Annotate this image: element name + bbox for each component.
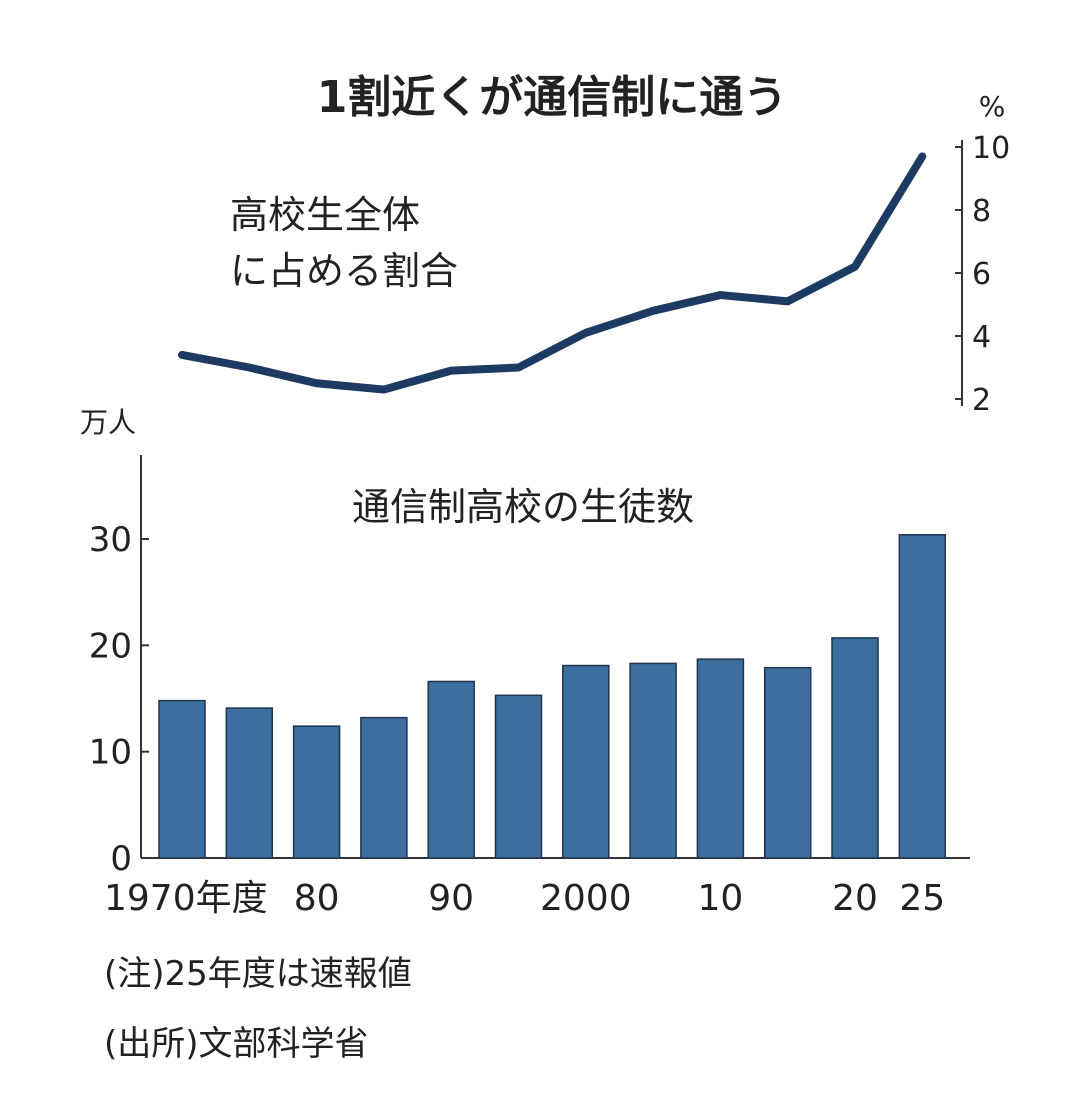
bar: [562, 664, 610, 859]
line-y-tick-label: 10: [972, 131, 1010, 166]
bar: [494, 694, 543, 859]
line-annotation-1: 高校生全体: [230, 193, 420, 237]
bar-x-tick-label: 20: [832, 878, 878, 919]
bar: [360, 716, 408, 859]
bar-x-tick-label: 1970年度: [104, 878, 268, 919]
line-y-tick-label: 6: [972, 257, 991, 292]
bar: [696, 658, 745, 859]
bar-annotation: 通信制高校の生徒数: [352, 485, 694, 529]
bar-unit-label: 万人: [80, 406, 136, 439]
bar: [898, 533, 947, 859]
bar: [629, 662, 677, 859]
bar-x-tick-label: 90: [428, 878, 474, 919]
bar: [831, 637, 879, 859]
bar: [158, 699, 206, 859]
bar: [225, 707, 274, 859]
bar-x-tick-label: 10: [697, 878, 743, 919]
bar-y-tick-label: 10: [89, 733, 132, 773]
line-unit-label: %: [979, 90, 1006, 123]
line-y-tick-label: 8: [972, 194, 991, 229]
bar-x-tick-label: 80: [294, 878, 340, 919]
line-annotation-2: に占める割合: [230, 249, 458, 293]
line-series: [178, 152, 927, 394]
bar-y-tick-label: 30: [89, 520, 132, 560]
bar-y-tick-label: 20: [89, 626, 132, 666]
note-2: (出所)文部科学省: [104, 1024, 369, 1064]
bar-x-tick-label: 25: [899, 878, 945, 919]
bar: [763, 666, 812, 859]
line-y-tick-label: 4: [972, 320, 991, 355]
bar-x-tick-label: 2000: [540, 878, 632, 919]
bar-y-tick-label: 0: [110, 839, 132, 879]
note-1: (注)25年度は速報値: [104, 954, 412, 994]
bar: [427, 680, 475, 859]
bar: [292, 725, 341, 859]
chart-title: 1割近くが通信制に通う: [317, 72, 788, 123]
line-y-tick-label: 2: [972, 383, 991, 418]
